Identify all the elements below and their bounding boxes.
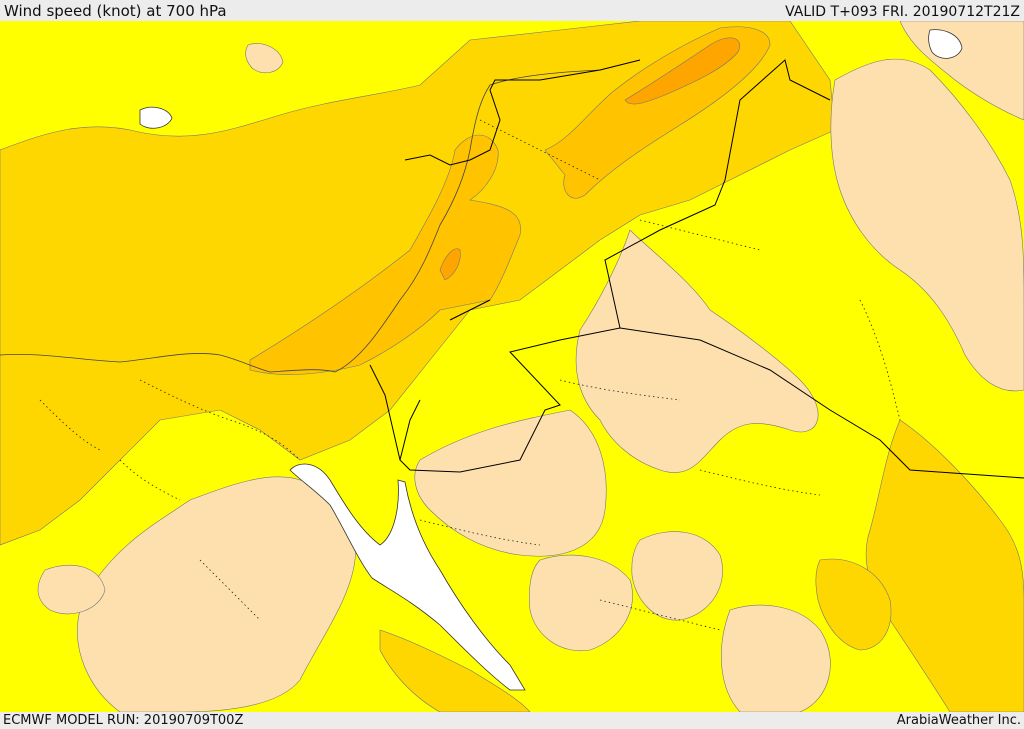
valid-time: VALID T+093 FRI. 20190712T21Z: [785, 4, 1020, 20]
strong-wind-core-northeast: [624, 37, 740, 105]
moderate-wind-patch-central: [815, 558, 892, 651]
header-bar: Wind speed (knot) at 700 hPa VALID T+093…: [0, 0, 1024, 21]
footer-bar: ECMWF MODEL RUN: 20190709T00Z ArabiaWeat…: [0, 712, 1024, 729]
wind-map-canvas: [0, 21, 1024, 712]
calm-area-arabia-south: [529, 554, 633, 652]
admin-boundaries-dotted: [39, 119, 901, 631]
fresh-wind-plume: [249, 134, 521, 375]
credit-label: ArabiaWeather Inc.: [896, 713, 1021, 728]
red-sea-water: [289, 463, 526, 691]
model-run-label: ECMWF MODEL RUN: 20190709T00Z: [3, 713, 244, 728]
calm-area-southeast: [721, 604, 831, 712]
calm-area-northwest: [245, 43, 284, 74]
calm-area-sinai-south: [37, 564, 106, 615]
caspian-lake-patch: [928, 29, 963, 59]
calm-area-central-arabia: [631, 531, 723, 621]
moderate-wind-patch-gulf: [865, 419, 1024, 712]
calm-area-northern-arabia: [414, 409, 607, 557]
strong-wind-core-levant: [439, 248, 461, 281]
map-title: Wind speed (knot) at 700 hPa: [4, 2, 227, 20]
calm-area-jordan-desert: [575, 229, 819, 473]
calm-area-iraq: [830, 58, 1024, 392]
wind-map: [0, 21, 1024, 712]
mediterranean-coastline: [0, 59, 641, 373]
sea-of-galilee-area: [139, 106, 173, 129]
country-borders: [369, 59, 1024, 479]
moderate-wind-patch-egypt: [379, 629, 531, 712]
